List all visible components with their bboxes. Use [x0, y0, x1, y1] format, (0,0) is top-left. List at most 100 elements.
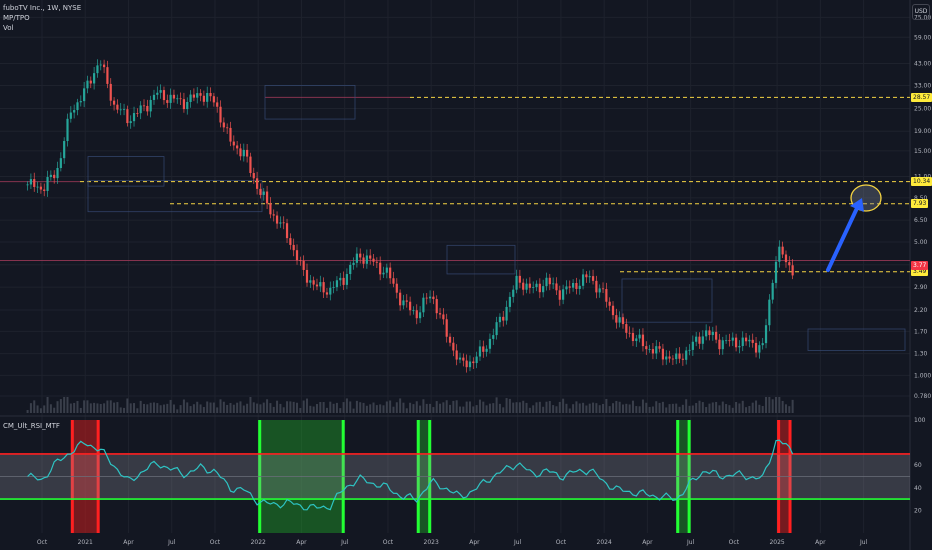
volume-bar [249, 397, 252, 413]
candle-body [49, 174, 52, 178]
candle-body [176, 98, 179, 100]
volume-bar [721, 401, 724, 413]
volume-bar [582, 402, 585, 413]
volume-bar [379, 404, 382, 413]
candle-body [562, 289, 565, 300]
candle-body [219, 106, 222, 123]
candle-body [658, 346, 661, 349]
volume-bar [412, 404, 415, 413]
candle-body [778, 246, 781, 262]
volume-bar [345, 398, 348, 413]
candle-body [83, 88, 86, 102]
candle-body [611, 305, 615, 316]
candle-body [764, 325, 768, 344]
volume-bar [133, 403, 136, 413]
volume-bar [515, 402, 518, 413]
volume-bar [602, 403, 605, 413]
volume-bar [505, 398, 508, 413]
candle-body [226, 127, 229, 129]
candle-body [322, 282, 325, 293]
candle-body [708, 330, 711, 336]
candle-body [319, 282, 322, 287]
price-tick-label: 1.30 [914, 351, 928, 358]
candle-body [299, 260, 302, 262]
volume-bar [708, 403, 711, 413]
candle-body [132, 113, 136, 122]
candle-body [36, 186, 39, 188]
candle-body [781, 246, 784, 255]
volume-bar [538, 401, 541, 413]
candle-body [455, 350, 458, 360]
volume-bar [33, 400, 36, 413]
candle-body [525, 283, 528, 290]
candle-body [119, 109, 122, 111]
candle-body [618, 317, 621, 323]
volume-bar [392, 406, 395, 413]
indicator-mp-tpo-label[interactable]: MP/TPO [3, 14, 30, 22]
candle-body [116, 104, 119, 110]
time-tick-label: 2022 [251, 539, 266, 546]
candle-body [754, 342, 758, 353]
volume-bar [678, 406, 681, 413]
candle-body [462, 357, 465, 361]
candle-body [512, 289, 515, 297]
candle-body [256, 178, 259, 189]
time-tick-label: Oct [383, 539, 394, 546]
indicator-vol-label[interactable]: Vol [3, 24, 14, 32]
candle-body [435, 299, 438, 314]
candle-body [289, 238, 292, 245]
volume-bar [305, 398, 308, 413]
candle-body [595, 280, 598, 293]
volume-bar [628, 404, 631, 413]
rsi-indicator-label[interactable]: CM_Ult_RSI_MTF [3, 422, 60, 430]
candle-body [229, 127, 232, 142]
volume-bar [592, 402, 595, 413]
volume-bar [272, 406, 275, 413]
volume-bar [269, 403, 272, 413]
volume-bar [778, 397, 781, 413]
volume-bar [36, 405, 39, 413]
candle-body [63, 141, 66, 159]
volume-bar [385, 401, 388, 413]
volume-bar [369, 404, 372, 413]
volume-bar [232, 404, 235, 413]
candle-body [542, 286, 545, 293]
candle-body [182, 99, 186, 110]
candle-body [552, 283, 555, 285]
candle-body [715, 331, 718, 340]
volume-bar [625, 403, 628, 413]
candle-body [585, 274, 588, 278]
volume-bar [335, 402, 338, 413]
candle-body [196, 93, 199, 98]
volume-bar [206, 401, 209, 413]
volume-bar [222, 401, 225, 413]
volume-bar [788, 406, 791, 413]
volume-bar [565, 403, 568, 413]
volume-bar [49, 404, 52, 413]
candle-body [688, 349, 691, 351]
candle-body [129, 121, 132, 124]
candle-body [728, 340, 731, 342]
currency-badge[interactable]: USD [912, 4, 930, 20]
volume-bar [621, 404, 624, 413]
candle-body [246, 149, 249, 157]
annotation-arrow [826, 204, 860, 272]
candle-body [76, 102, 79, 111]
candle-body [409, 301, 412, 311]
volume-bar [645, 402, 648, 413]
candle-body [588, 276, 591, 278]
volume-bar [668, 404, 671, 413]
volume-bar [395, 402, 398, 413]
volume-bar [59, 399, 62, 413]
volume-bar [735, 401, 738, 413]
volume-bar [229, 403, 232, 413]
volume-bar [109, 400, 112, 413]
candle-body [428, 296, 432, 299]
volume-bar [768, 397, 771, 413]
volume-bar [39, 408, 42, 413]
candle-body [774, 261, 778, 283]
profile-box [87, 180, 263, 213]
volume-bar [588, 403, 591, 413]
volume-bar [648, 406, 651, 413]
